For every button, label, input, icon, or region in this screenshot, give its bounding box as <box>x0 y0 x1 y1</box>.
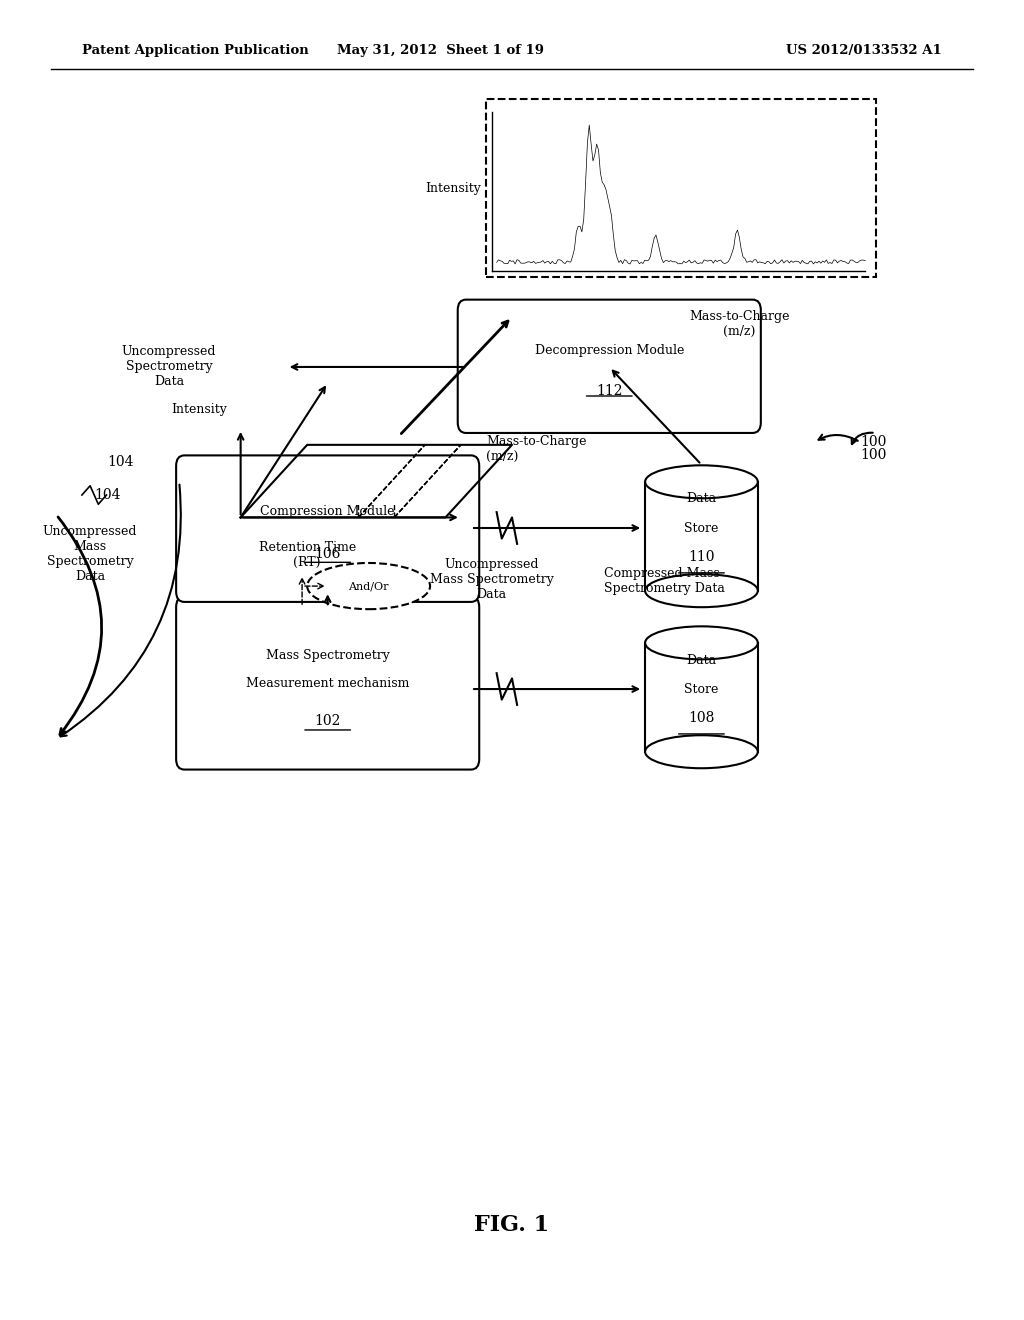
Text: Intensity: Intensity <box>172 403 227 416</box>
Polygon shape <box>645 643 758 752</box>
Text: 104: 104 <box>108 455 134 469</box>
Text: US 2012/0133532 A1: US 2012/0133532 A1 <box>786 44 942 57</box>
Text: Uncompressed
Mass
Spectrometry
Data: Uncompressed Mass Spectrometry Data <box>43 525 137 583</box>
Text: Patent Application Publication: Patent Application Publication <box>82 44 308 57</box>
Text: Retention Time
(RT): Retention Time (RT) <box>259 541 355 569</box>
Ellipse shape <box>645 465 758 498</box>
FancyBboxPatch shape <box>486 99 876 277</box>
Ellipse shape <box>307 562 430 609</box>
Text: And/Or: And/Or <box>348 581 389 591</box>
FancyBboxPatch shape <box>176 597 479 770</box>
FancyBboxPatch shape <box>458 300 761 433</box>
Polygon shape <box>645 482 758 591</box>
Text: Uncompressed
Spectrometry
Data: Uncompressed Spectrometry Data <box>122 346 216 388</box>
Text: Measurement mechanism: Measurement mechanism <box>246 677 410 689</box>
Text: Store: Store <box>684 521 719 535</box>
Text: Mass Spectrometry: Mass Spectrometry <box>266 649 389 663</box>
Text: 106: 106 <box>314 546 341 561</box>
Text: Decompression Module: Decompression Module <box>535 345 684 358</box>
Text: Compressed Mass
Spectrometry Data: Compressed Mass Spectrometry Data <box>604 566 725 595</box>
Text: Data: Data <box>686 653 717 667</box>
Text: 102: 102 <box>314 714 341 729</box>
Ellipse shape <box>645 574 758 607</box>
Text: Intensity: Intensity <box>425 182 481 194</box>
Text: May 31, 2012  Sheet 1 of 19: May 31, 2012 Sheet 1 of 19 <box>337 44 544 57</box>
Text: Mass-to-Charge
(m/z): Mass-to-Charge (m/z) <box>689 310 790 338</box>
Text: Uncompressed
Mass Spectrometry
Data: Uncompressed Mass Spectrometry Data <box>430 557 553 601</box>
Text: FIG. 1: FIG. 1 <box>474 1214 550 1236</box>
Text: Data: Data <box>686 492 717 506</box>
Text: 104: 104 <box>94 488 121 502</box>
Text: 108: 108 <box>688 711 715 725</box>
Ellipse shape <box>645 735 758 768</box>
FancyBboxPatch shape <box>176 455 479 602</box>
Text: Mass-to-Charge
(m/z): Mass-to-Charge (m/z) <box>486 434 587 463</box>
Text: Compression Module: Compression Module <box>260 504 395 517</box>
Text: 110: 110 <box>688 550 715 564</box>
Text: 100: 100 <box>860 449 887 462</box>
Text: Store: Store <box>684 682 719 696</box>
Ellipse shape <box>645 627 758 660</box>
Text: 112: 112 <box>596 384 623 399</box>
Text: 100: 100 <box>860 436 887 449</box>
